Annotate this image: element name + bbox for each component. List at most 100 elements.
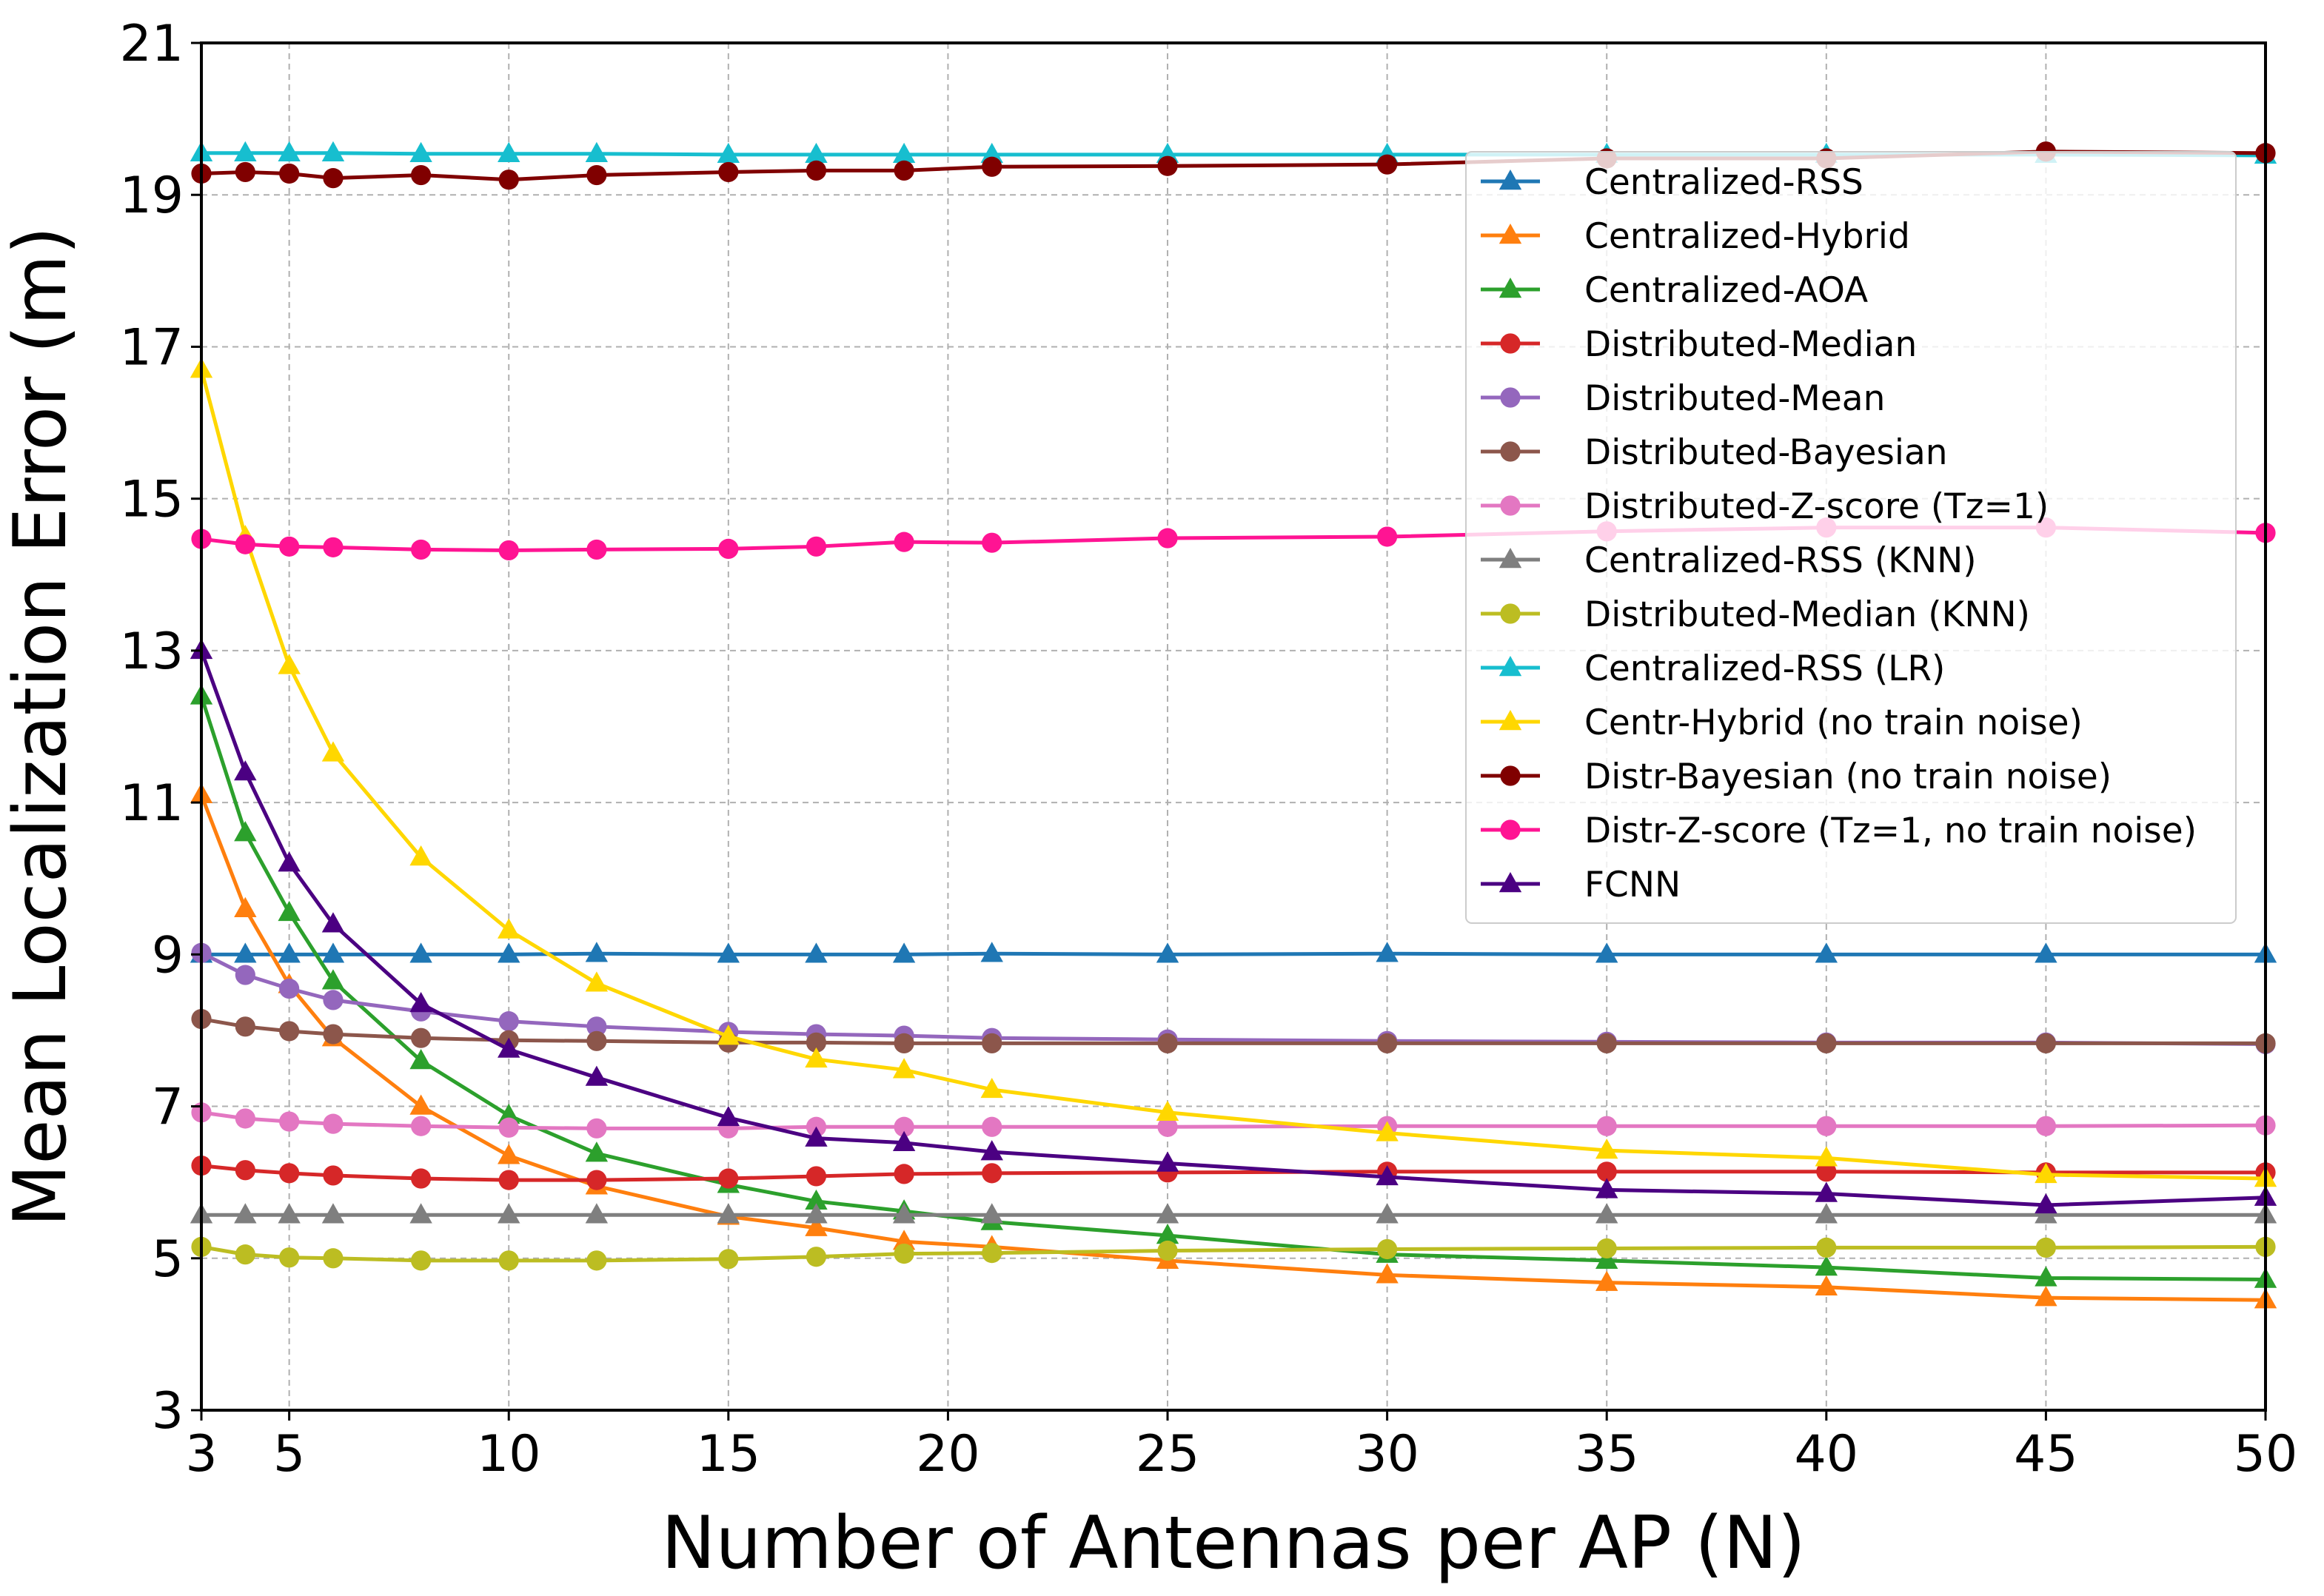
legend-label: Centralized-Hybrid [1584, 216, 1910, 257]
data-point [806, 160, 827, 181]
data-point [585, 1141, 609, 1162]
y-tick-label: 7 [152, 1079, 184, 1137]
data-point [894, 1164, 914, 1184]
data-point [410, 539, 432, 560]
data-point [1595, 1203, 1618, 1224]
data-point [279, 163, 300, 184]
data-point [1815, 942, 1838, 963]
data-point [279, 1247, 300, 1268]
data-point [279, 1163, 300, 1184]
data-point [498, 942, 520, 963]
data-point [2035, 1033, 2057, 1053]
data-point [982, 1242, 1002, 1264]
data-point [278, 851, 301, 872]
data-point [1156, 1223, 1179, 1244]
legend-marker [1498, 656, 1522, 677]
legend-marker [1498, 278, 1522, 298]
data-point [718, 161, 739, 183]
series-6 [191, 1008, 2276, 1053]
data-point [1157, 155, 1178, 176]
data-point [321, 141, 345, 161]
data-point [498, 170, 519, 190]
data-point [235, 1108, 255, 1129]
data-point [892, 1230, 916, 1250]
data-point [234, 141, 257, 161]
data-point [1815, 1181, 1838, 1202]
data-point [1816, 1161, 1837, 1182]
data-point [234, 896, 257, 917]
data-point [498, 1037, 520, 1058]
data-point [409, 1203, 432, 1224]
data-point [234, 821, 257, 842]
data-point [1376, 1263, 1399, 1284]
data-point [234, 760, 257, 781]
y-tick-label: 17 [119, 318, 184, 377]
legend-label: Distr-Bayesian (no train noise) [1584, 757, 2112, 797]
data-point [1376, 1121, 1399, 1141]
data-point [498, 540, 519, 561]
series-3 [190, 684, 2277, 1288]
y-tick-label: 15 [119, 471, 184, 529]
legend-item: Centralized-RSS (KNN) [1481, 540, 1977, 581]
x-tick-label: 10 [477, 1425, 541, 1483]
legend-label: Distributed-Median (KNN) [1584, 594, 2030, 635]
data-point [498, 141, 520, 163]
legend-item: Centr-Hybrid (no train noise) [1481, 703, 2083, 743]
data-point [410, 1116, 432, 1136]
data-point [805, 1203, 828, 1224]
data-point [586, 1030, 607, 1051]
data-point [321, 942, 345, 963]
legend-marker [1500, 495, 1521, 516]
data-point [279, 1111, 300, 1132]
series-9 [191, 1236, 2276, 1271]
data-point [323, 1113, 344, 1134]
data-point [1157, 528, 1178, 549]
legend: Centralized-RSS Centralized-Hybrid Central… [1465, 151, 2237, 924]
data-point [892, 142, 916, 164]
x-tick-label: 45 [2014, 1425, 2078, 1483]
data-point [278, 1203, 301, 1224]
data-point [278, 654, 301, 674]
data-point [410, 1168, 432, 1189]
data-point [1816, 1237, 1837, 1258]
data-point [586, 164, 607, 186]
data-point [498, 1011, 519, 1032]
data-point [805, 1047, 828, 1068]
x-tick-label: 30 [1355, 1425, 1419, 1483]
x-axis-label: Number of Antennas per AP (N) [661, 1501, 1806, 1586]
data-point [1595, 1178, 1618, 1198]
data-point [1157, 1033, 1178, 1053]
data-point [410, 1027, 432, 1048]
data-point [409, 1048, 432, 1070]
legend-label: Centralized-RSS (KNN) [1584, 540, 1977, 581]
data-point [321, 1203, 345, 1224]
legend-marker [1500, 603, 1521, 624]
data-point [1815, 1146, 1838, 1167]
data-point [1157, 1116, 1178, 1137]
legend-label: Centralized-AOA [1584, 270, 1868, 311]
legend-item: Centralized-RSS [1481, 162, 1863, 203]
data-point [1377, 154, 1398, 175]
x-tick-label: 40 [1795, 1425, 1859, 1483]
data-point [806, 1166, 827, 1187]
legend-label: Distributed-Bayesian [1584, 432, 1948, 473]
data-point [2035, 942, 2057, 963]
legend-marker [1498, 872, 1522, 893]
data-point [1156, 1100, 1179, 1121]
data-point [279, 536, 300, 557]
data-point [805, 1126, 828, 1147]
data-point [1376, 942, 1399, 962]
data-point [982, 1116, 1002, 1137]
data-point [2035, 1116, 2057, 1136]
data-point [586, 1016, 607, 1037]
legend-item: Distr-Z-score (Tz=1, no train noise) [1481, 811, 2197, 851]
data-point [409, 141, 432, 163]
data-point [1595, 1248, 1618, 1270]
data-point [323, 537, 344, 557]
data-point [894, 532, 914, 552]
data-point [717, 942, 740, 963]
data-point [717, 1025, 740, 1045]
data-point [806, 536, 827, 557]
legend-marker [1500, 387, 1521, 408]
y-tick-label: 9 [152, 926, 184, 985]
